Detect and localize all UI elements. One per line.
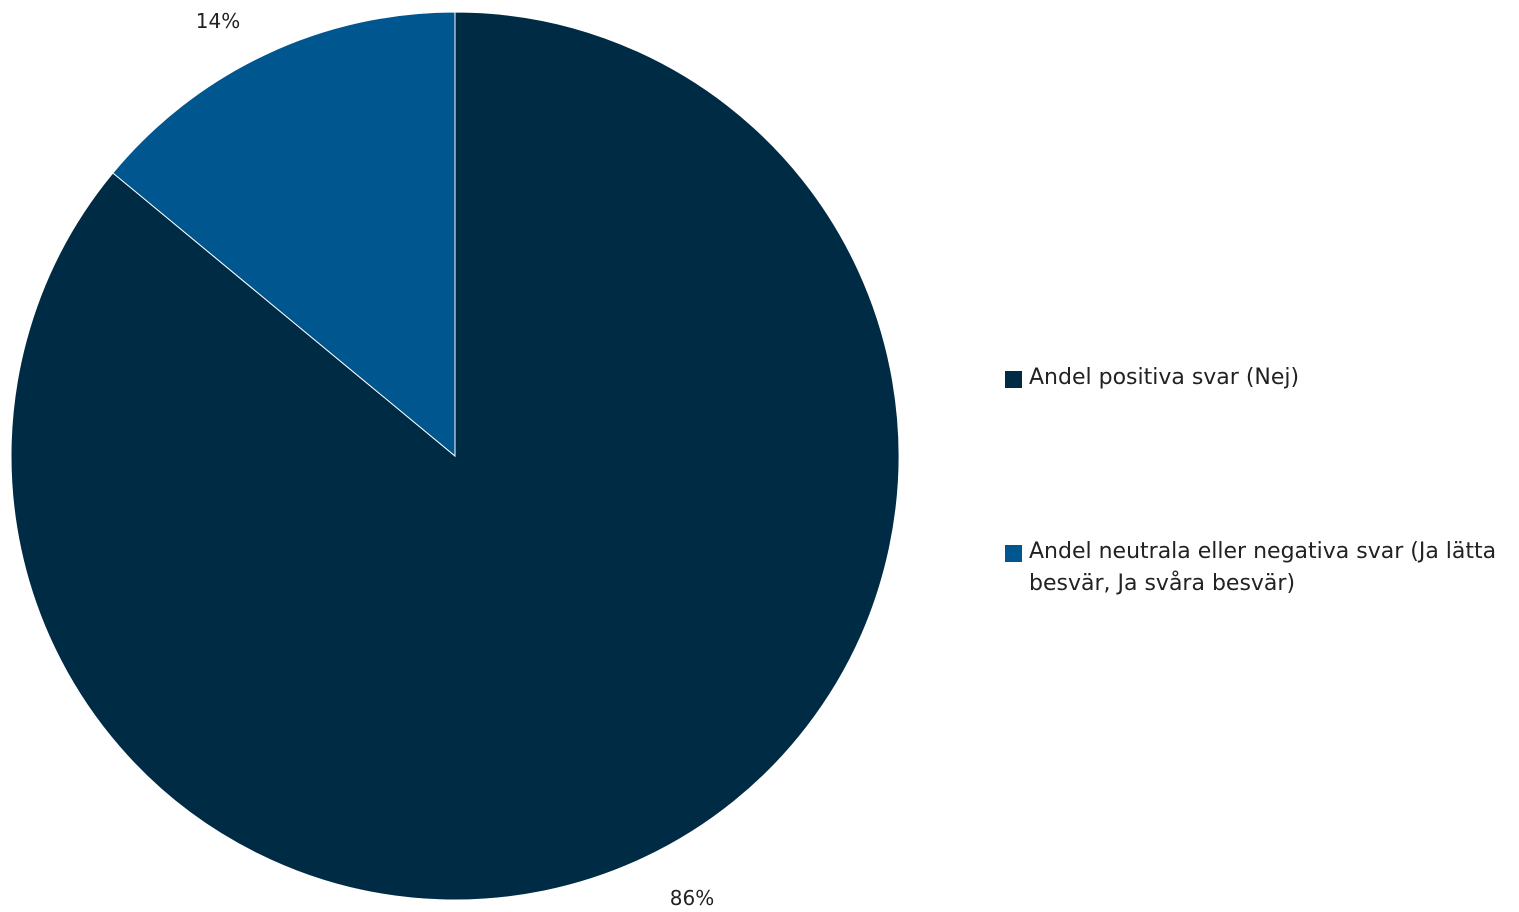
legend-swatch-neutral-negative: [1005, 545, 1022, 562]
legend-label-neutral-negative: Andel neutrala eller negativa svar (Ja l…: [1029, 539, 1497, 596]
pie-slice-neutral-negative: [112, 11, 456, 458]
data-label-positive: 86%: [670, 886, 714, 908]
legend-item-positive: Andel positiva svar (Nej): [1005, 362, 1515, 394]
legend-label-positive: Andel positiva svar (Nej): [1029, 365, 1300, 390]
data-label-neutral-negative: 14%: [196, 9, 240, 33]
legend-item-neutral-negative: Andel neutrala eller negativa svar (Ja l…: [1005, 536, 1515, 600]
legend: Andel positiva svar (Nej) Andel neutrala…: [1005, 362, 1515, 600]
legend-swatch-positive: [1005, 371, 1022, 388]
